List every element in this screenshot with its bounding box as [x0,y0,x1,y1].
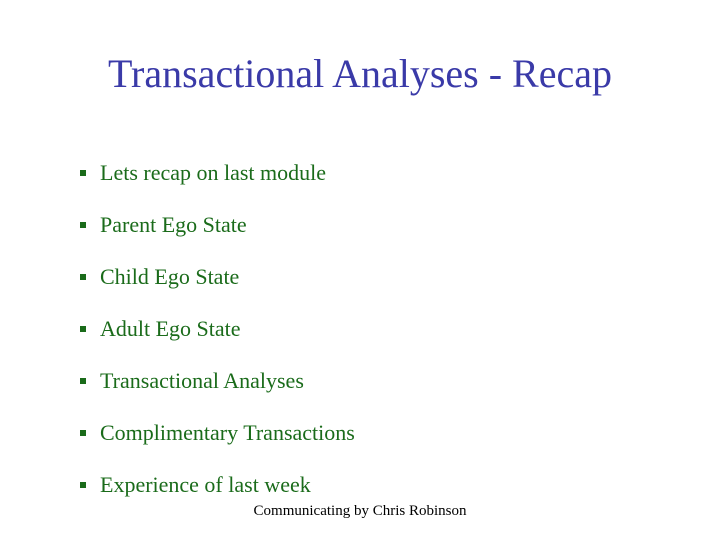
bullet-text: Adult Ego State [100,316,241,342]
bullet-text: Parent Ego State [100,212,247,238]
slide: Transactional Analyses - Recap Lets reca… [0,0,720,540]
bullet-text: Lets recap on last module [100,160,326,186]
list-item: Child Ego State [80,264,640,290]
bullet-icon [80,222,86,228]
list-item: Adult Ego State [80,316,640,342]
list-item: Complimentary Transactions [80,420,640,446]
list-item: Parent Ego State [80,212,640,238]
slide-title: Transactional Analyses - Recap [0,50,720,97]
list-item: Experience of last week [80,472,640,498]
bullet-icon [80,326,86,332]
bullet-text: Child Ego State [100,264,239,290]
bullet-text: Complimentary Transactions [100,420,355,446]
list-item: Lets recap on last module [80,160,640,186]
bullet-icon [80,482,86,488]
bullet-text: Experience of last week [100,472,311,498]
bullet-icon [80,170,86,176]
bullet-icon [80,274,86,280]
list-item: Transactional Analyses [80,368,640,394]
bullet-text: Transactional Analyses [100,368,304,394]
bullet-icon [80,430,86,436]
bullet-icon [80,378,86,384]
bullet-list: Lets recap on last module Parent Ego Sta… [80,160,640,524]
slide-footer: Communicating by Chris Robinson [0,503,720,520]
